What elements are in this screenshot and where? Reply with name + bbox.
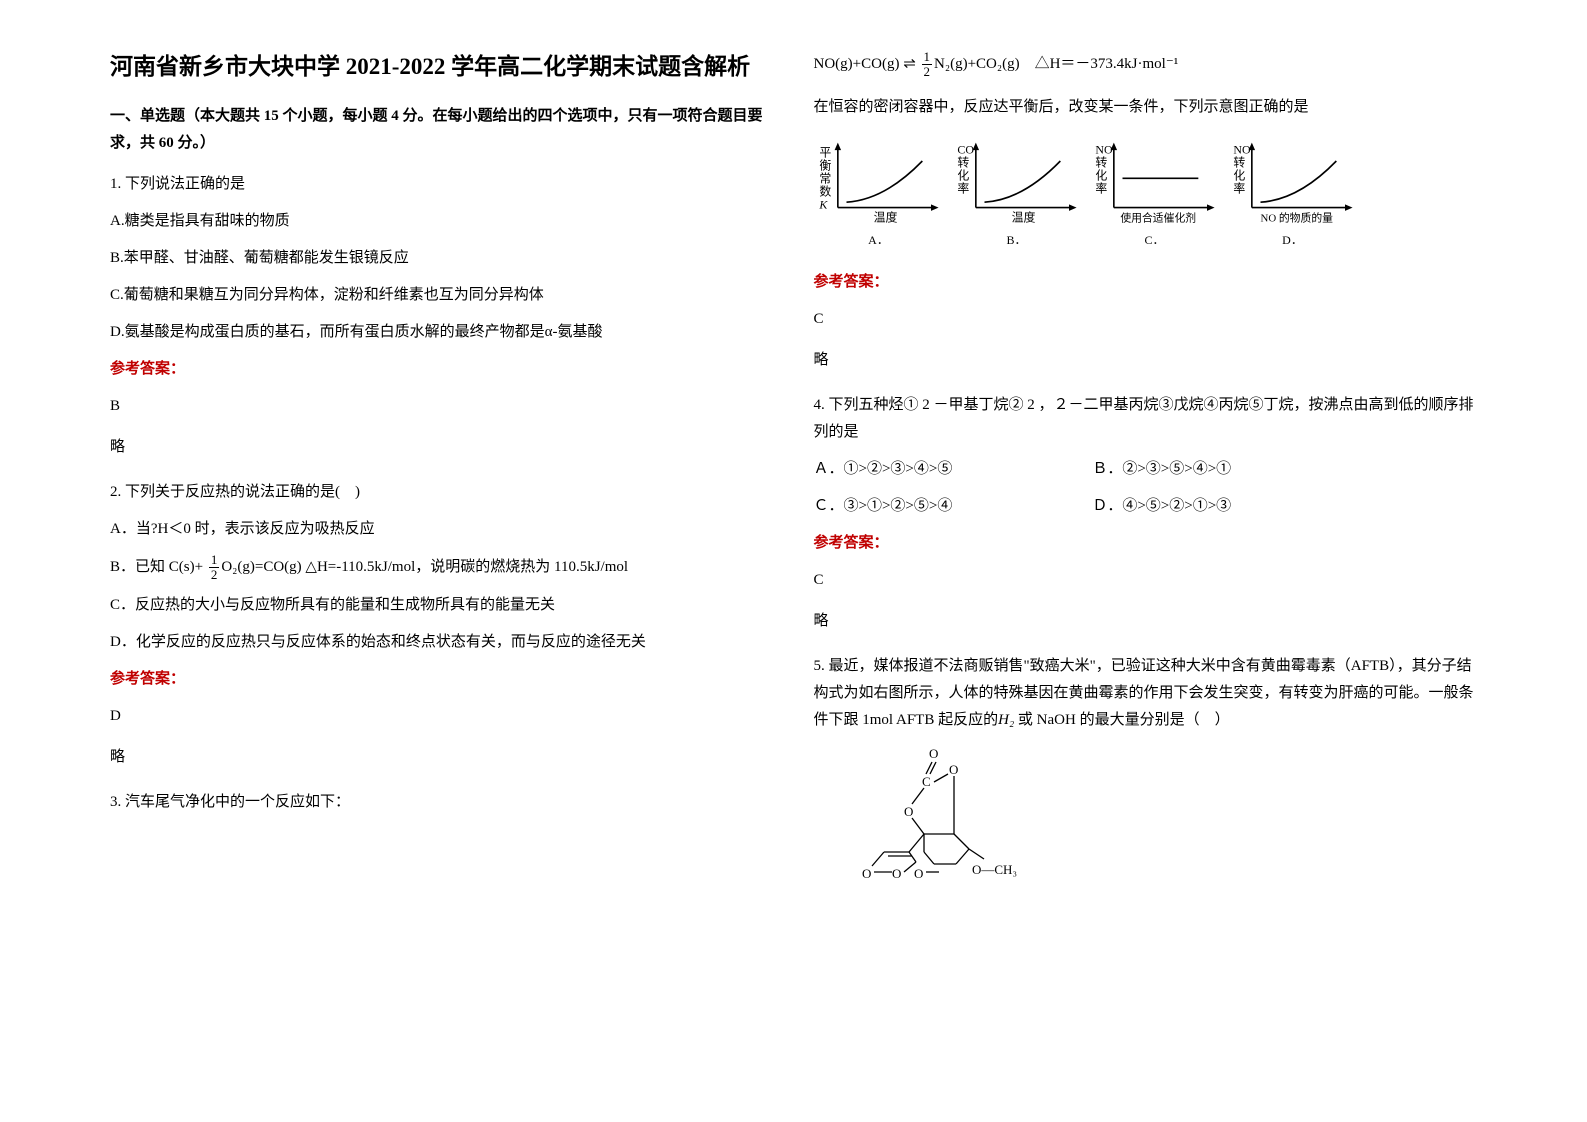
svg-text:率: 率 bbox=[1095, 181, 1107, 195]
q3-text: 3. 汽车尾气净化中的一个反应如下： bbox=[110, 789, 774, 816]
q3-subtext: 在恒容的密闭容器中，反应达平衡后，改变某一条件，下列示意图正确的是 bbox=[814, 94, 1478, 121]
q2-option-c: C．反应热的大小与反应物所具有的能量和生成物所具有的能量无关 bbox=[110, 592, 774, 619]
chart-c-wrapper: NO 转 化 率 使用合适催化剂 C． bbox=[1090, 133, 1220, 252]
q1-option-a: A.糖类是指具有甜味的物质 bbox=[110, 208, 774, 235]
svg-text:NO: NO bbox=[1233, 142, 1251, 156]
q4-option-b: Ｂ．②>③>⑤>④>① bbox=[1092, 456, 1231, 483]
q1-option-c: C.葡萄糖和果糖互为同分异构体，淀粉和纤维素也互为同分异构体 bbox=[110, 282, 774, 309]
q4-note: 略 bbox=[814, 608, 1478, 635]
chart-b-label: B． bbox=[952, 230, 1082, 252]
q5-post: 或 NaOH 的最大量分别是（ ） bbox=[1014, 712, 1229, 728]
chart-d-wrapper: NO 转 化 率 NO 的物质的量 D． bbox=[1228, 133, 1358, 252]
q4-text: 4. 下列五种烃① 2 －甲基丁烷② 2 ，２－二甲基丙烷③戊烷④丙烷⑤丁烷，按… bbox=[814, 392, 1478, 446]
svg-text:使用合适催化剂: 使用合适催化剂 bbox=[1120, 210, 1196, 224]
svg-text:K: K bbox=[818, 197, 828, 211]
chart-d-label: D． bbox=[1228, 230, 1358, 252]
q3-note: 略 bbox=[814, 347, 1478, 374]
q4-answer-label: 参考答案： bbox=[814, 530, 1478, 557]
svg-text:O: O bbox=[892, 866, 901, 881]
svg-text:率: 率 bbox=[1233, 181, 1245, 195]
fraction-half: 12 bbox=[209, 553, 220, 583]
svg-text:C: C bbox=[922, 774, 931, 789]
svg-text:O: O bbox=[904, 804, 913, 819]
svg-text:NO 的物质的量: NO 的物质的量 bbox=[1260, 210, 1333, 224]
svg-text:O—CH₃: O—CH₃ bbox=[972, 862, 1017, 877]
q1-answer-label: 参考答案： bbox=[110, 356, 774, 383]
q2-option-b: B．已知 C(s)+ 12O₂(g)=CO(g) △H=-110.5kJ/mol… bbox=[110, 553, 774, 583]
svg-text:O: O bbox=[862, 866, 871, 881]
q1-option-b: B.苯甲醛、甘油醛、葡萄糖都能发生银镜反应 bbox=[110, 245, 774, 272]
equation: NO(g)+CO(g) ⇌ 12N₂(g)+CO₂(g) △H＝－373.4kJ… bbox=[814, 50, 1478, 80]
question-5: 5. 最近，媒体报道不法商贩销售"致癌大米"，已验证这种大米中含有黄曲霉毒素（A… bbox=[814, 653, 1478, 894]
chart-c: NO 转 化 率 使用合适催化剂 bbox=[1090, 133, 1220, 228]
svg-text:化: 化 bbox=[957, 168, 969, 182]
q2-answer-label: 参考答案： bbox=[110, 666, 774, 693]
svg-text:常: 常 bbox=[819, 171, 831, 185]
chart-a: 平 衡 常 数 K 温度 bbox=[814, 133, 944, 228]
chart-a-wrapper: 平 衡 常 数 K 温度 A． bbox=[814, 133, 944, 252]
chart-b-wrapper: CO 转 化 率 温度 B． bbox=[952, 133, 1082, 252]
q1-answer: B bbox=[110, 393, 774, 420]
svg-text:化: 化 bbox=[1233, 168, 1245, 182]
question-2: 2. 下列关于反应热的说法正确的是( ) A．当?H＜0 时，表示该反应为吸热反… bbox=[110, 479, 774, 772]
section-header: 一、单选题（本大题共 15 个小题，每小题 4 分。在每小题给出的四个选项中，只… bbox=[110, 103, 774, 157]
q4-option-d: Ｄ．④>⑤>②>①>③ bbox=[1092, 493, 1231, 520]
fraction-half-eq: 12 bbox=[922, 50, 933, 80]
q4-option-c: Ｃ．③>①>②>⑤>④ bbox=[814, 493, 953, 520]
svg-text:数: 数 bbox=[819, 184, 831, 198]
chart-a-label: A． bbox=[814, 230, 944, 252]
q4-option-a: Ａ．①>②>③>④>⑤ bbox=[814, 456, 953, 483]
q5-text: 5. 最近，媒体报道不法商贩销售"致癌大米"，已验证这种大米中含有黄曲霉毒素（A… bbox=[814, 653, 1478, 734]
question-1: 1. 下列说法正确的是 A.糖类是指具有甜味的物质 B.苯甲醛、甘油醛、葡萄糖都… bbox=[110, 171, 774, 461]
q2-optb-post: O₂(g)=CO(g) △H=-110.5kJ/mol，说明碳的燃烧热为 110… bbox=[221, 559, 628, 575]
charts-row: 平 衡 常 数 K 温度 A． CO 转 bbox=[814, 133, 1478, 252]
svg-text:衡: 衡 bbox=[819, 158, 831, 172]
left-column: 河南省新乡市大块中学 2021-2022 学年高二化学期末试题含解析 一、单选题… bbox=[90, 50, 794, 1072]
q4-row1: Ａ．①>②>③>④>⑤ Ｂ．②>③>⑤>④>① bbox=[814, 456, 1478, 483]
q1-option-d: D.氨基酸是构成蛋白质的基石，而所有蛋白质水解的最终产物都是α-氨基酸 bbox=[110, 319, 774, 346]
chart-d: NO 转 化 率 NO 的物质的量 bbox=[1228, 133, 1358, 228]
q2-note: 略 bbox=[110, 744, 774, 771]
q4-answer: C bbox=[814, 567, 1478, 594]
q2-text: 2. 下列关于反应热的说法正确的是( ) bbox=[110, 479, 774, 506]
eq-post: N₂(g)+CO₂(g) △H＝－373.4kJ·mol⁻¹ bbox=[934, 56, 1178, 72]
q5-h2: H₂ bbox=[998, 712, 1014, 728]
q3-answer-label: 参考答案： bbox=[814, 269, 1478, 296]
svg-text:转: 转 bbox=[1095, 155, 1107, 169]
q1-note: 略 bbox=[110, 434, 774, 461]
svg-text:温度: 温度 bbox=[873, 210, 897, 224]
chart-c-label: C． bbox=[1090, 230, 1220, 252]
svg-text:O: O bbox=[949, 762, 958, 777]
chart-b: CO 转 化 率 温度 bbox=[952, 133, 1082, 228]
q1-text: 1. 下列说法正确的是 bbox=[110, 171, 774, 198]
right-column: NO(g)+CO(g) ⇌ 12N₂(g)+CO₂(g) △H＝－373.4kJ… bbox=[794, 50, 1498, 1072]
q2-answer: D bbox=[110, 703, 774, 730]
svg-text:CO: CO bbox=[957, 142, 974, 156]
svg-text:平: 平 bbox=[819, 145, 831, 159]
q2-option-a: A．当?H＜0 时，表示该反应为吸热反应 bbox=[110, 516, 774, 543]
svg-text:O: O bbox=[929, 746, 938, 761]
svg-text:O: O bbox=[914, 866, 923, 881]
q2-optb-pre: B．已知 C(s)+ bbox=[110, 559, 207, 575]
svg-text:化: 化 bbox=[1095, 168, 1107, 182]
eq-pre: NO(g)+CO(g) ⇌ bbox=[814, 56, 920, 72]
svg-text:转: 转 bbox=[957, 155, 969, 169]
q3-answer: C bbox=[814, 306, 1478, 333]
svg-text:温度: 温度 bbox=[1011, 210, 1035, 224]
svg-text:转: 转 bbox=[1233, 155, 1245, 169]
svg-text:率: 率 bbox=[957, 181, 969, 195]
question-3-intro: 3. 汽车尾气净化中的一个反应如下： bbox=[110, 789, 774, 816]
q4-row2: Ｃ．③>①>②>⑤>④ Ｄ．④>⑤>②>①>③ bbox=[814, 493, 1478, 520]
svg-text:NO: NO bbox=[1095, 142, 1113, 156]
q2-option-d: D．化学反应的反应热只与反应体系的始态和终点状态有关，而与反应的途径无关 bbox=[110, 629, 774, 656]
document-title: 河南省新乡市大块中学 2021-2022 学年高二化学期末试题含解析 bbox=[110, 50, 774, 85]
molecule-structure: O C O O bbox=[854, 744, 1478, 894]
question-4: 4. 下列五种烃① 2 －甲基丁烷② 2 ，２－二甲基丙烷③戊烷④丙烷⑤丁烷，按… bbox=[814, 392, 1478, 635]
